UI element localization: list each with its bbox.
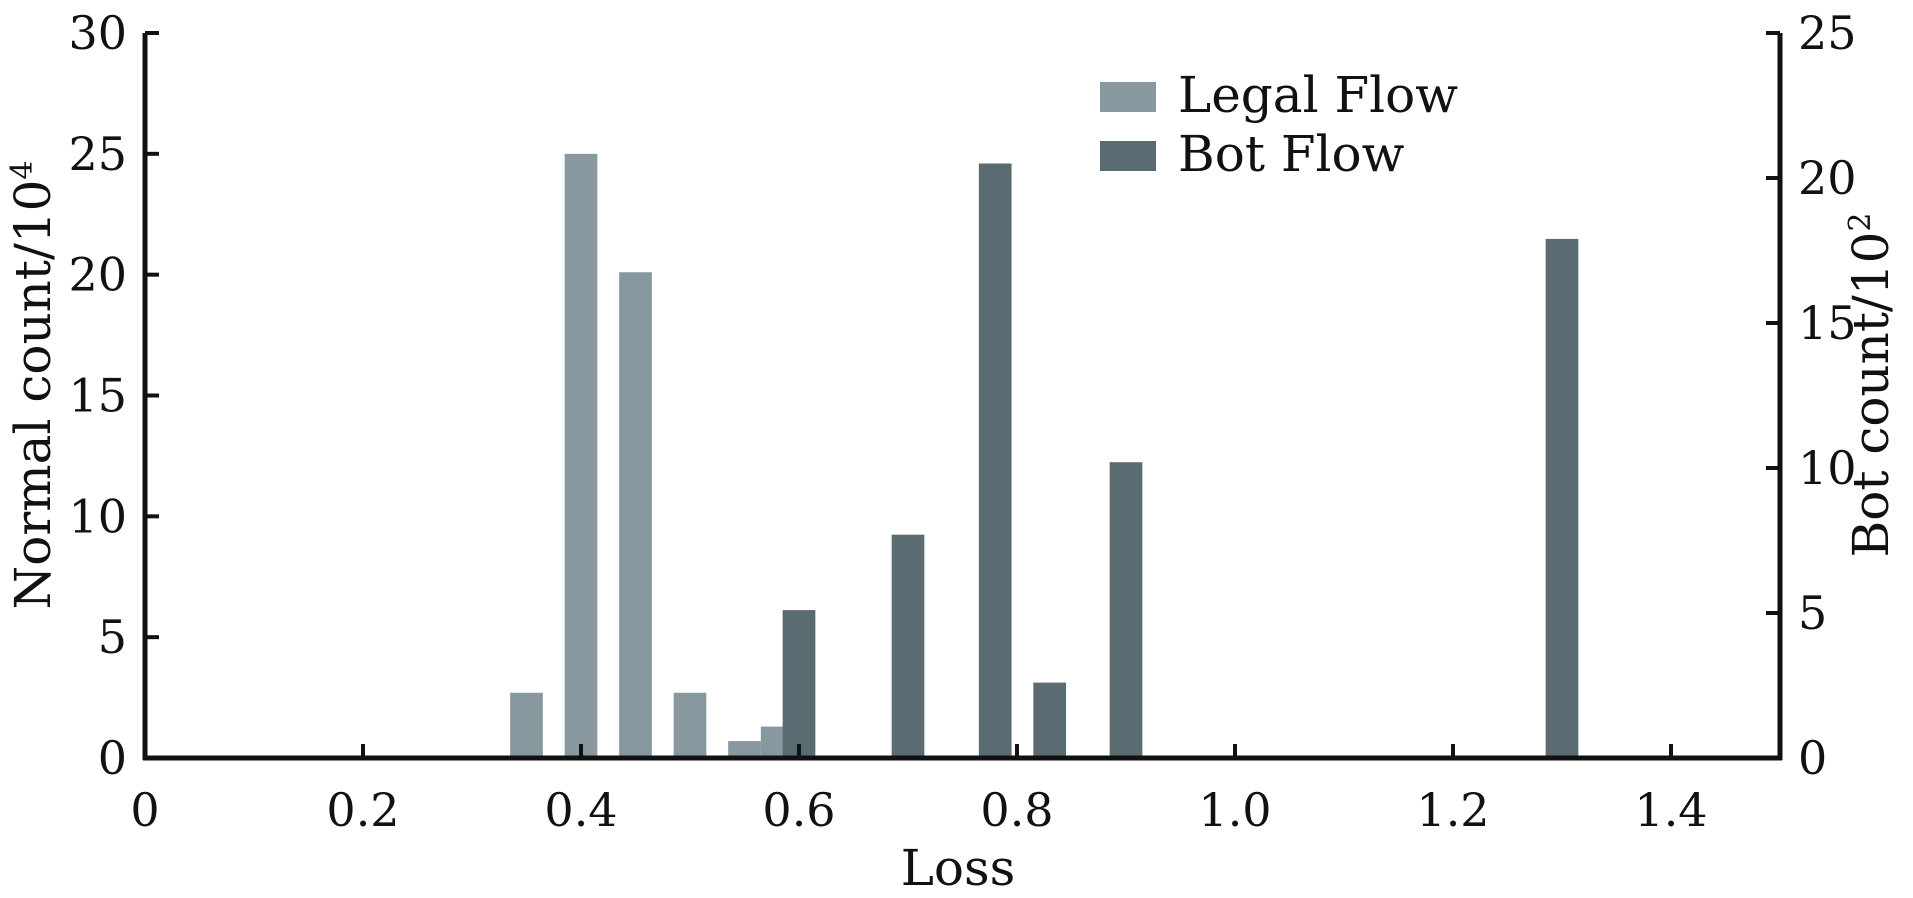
bar-bot-flow [1109,462,1143,758]
right-y-tick-label: 15 [1798,296,1857,350]
left-y-tick-label: 5 [98,610,127,664]
x-tick-label: 0.8 [980,783,1053,837]
left-y-tick-label: 10 [68,489,127,543]
right-y-axis-title-exponent: 2 [1843,213,1878,232]
right-y-tick-label: 5 [1798,586,1827,640]
bar-bot-flow [978,163,1012,758]
bar-bot-flow [1033,682,1067,758]
legend-swatch-legal-flow [1100,82,1156,112]
bar-legal-flow [728,741,761,758]
left-y-axis-title-base: Normal count/10 [4,180,62,610]
tick-marks [143,31,1780,760]
legend-swatch-bot-flow [1100,141,1156,171]
bot-flow-bars [782,163,1579,758]
tick-labels: 0 0.2 0.4 0.6 0.8 1.0 1.2 1.4 0 5 10 15 20 25 30 0 5 10 15… [68,6,1856,837]
left-y-tick-label: 25 [68,127,127,181]
right-y-axis-title: Bot count/102 [1842,213,1900,558]
bar-legal-flow [564,153,598,759]
legend: Legal Flow Bot Flow [1100,66,1458,183]
bar-legal-flow [673,692,707,758]
left-y-tick-label: 0 [98,731,127,785]
bar-bot-flow [1545,238,1579,758]
legend-label-legal-flow: Legal Flow [1178,66,1458,124]
x-tick-label: 0.6 [762,783,835,837]
legal-flow-bars [510,153,794,759]
legend-label-bot-flow: Bot Flow [1178,125,1405,183]
right-y-tick-label: 25 [1798,6,1857,60]
left-y-axis-title: Normal count/104 [4,160,62,609]
bar-legal-flow [510,692,543,758]
x-tick-label: 1.2 [1416,783,1489,837]
x-tick-label: 0.2 [326,783,399,837]
bar-bot-flow [891,534,925,758]
right-y-axis-title-base: Bot count/10 [1842,232,1900,558]
right-y-tick-label: 10 [1798,441,1857,495]
right-y-tick-label: 0 [1798,731,1827,785]
axes [142,33,1783,761]
x-tick-label: 0 [130,783,159,837]
bar-bot-flow [782,610,816,758]
left-y-axis-title-exponent: 4 [5,160,40,179]
x-axis-title: Loss [901,839,1016,897]
right-y-tick-label: 20 [1798,151,1857,205]
x-tick-label: 1.4 [1634,783,1707,837]
left-y-tick-label: 30 [68,6,127,60]
left-y-tick-label: 15 [68,369,127,423]
x-tick-label: 1.0 [1198,783,1271,837]
left-y-tick-label: 20 [68,248,127,302]
x-tick-label: 0.4 [544,783,617,837]
bar-legal-flow [619,272,652,758]
